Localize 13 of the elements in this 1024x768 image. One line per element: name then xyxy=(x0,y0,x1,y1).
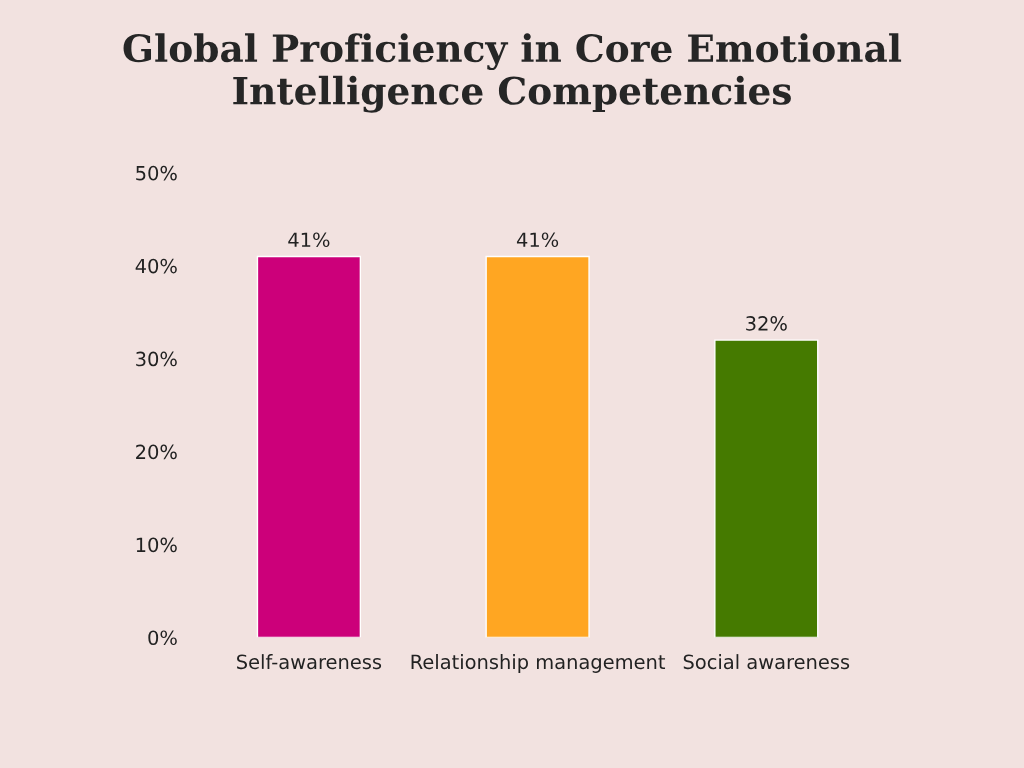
data-label: 41% xyxy=(288,232,330,248)
y-tick-label: 30% xyxy=(136,351,177,367)
data-label: 32% xyxy=(746,316,787,331)
x-tick-label: Self-awareness xyxy=(237,654,382,670)
y-tick-label: 10% xyxy=(136,537,177,553)
x-tick-label: Social awareness xyxy=(683,654,850,670)
data-label: 41% xyxy=(516,232,559,248)
y-tick-label: 50% xyxy=(136,165,177,181)
y-tick-label: 20% xyxy=(136,444,177,460)
y-tick-label: 40% xyxy=(135,258,177,274)
y-tick-label: 0% xyxy=(148,630,177,646)
x-tick-label: Relationship management xyxy=(411,654,666,673)
chart-title: Global Proficiency in Core Emotional Intelligence Competencies xyxy=(123,33,902,113)
